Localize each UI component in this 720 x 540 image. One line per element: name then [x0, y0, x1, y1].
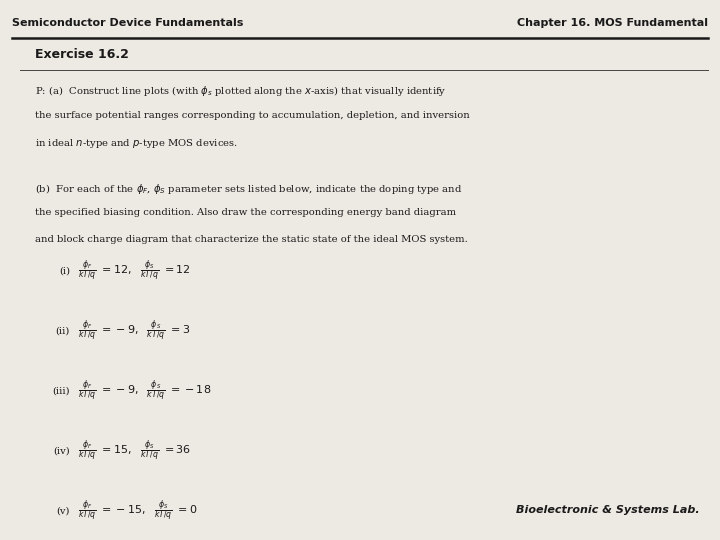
Text: the surface potential ranges corresponding to accumulation, depletion, and inver: the surface potential ranges correspondi… — [35, 111, 469, 119]
Text: $\frac{\phi_F}{kT/q}$ $= 12,$  $\frac{\phi_S}{kT/q}$ $= 12$: $\frac{\phi_F}{kT/q}$ $= 12,$ $\frac{\ph… — [78, 258, 191, 284]
Text: (iii): (iii) — [53, 387, 70, 395]
Text: $\frac{\phi_F}{kT/q}$ $= 15,$  $\frac{\phi_S}{kT/q}$ $= 36$: $\frac{\phi_F}{kT/q}$ $= 15,$ $\frac{\ph… — [78, 438, 191, 464]
Text: (b)  For each of the $\phi_F$, $\phi_S$ parameter sets listed below, indicate th: (b) For each of the $\phi_F$, $\phi_S$ p… — [35, 181, 462, 195]
Text: (ii): (ii) — [55, 327, 70, 335]
Text: $\frac{\phi_F}{kT/q}$ $= -9,$  $\frac{\phi_S}{kT/q}$ $= 3$: $\frac{\phi_F}{kT/q}$ $= -9,$ $\frac{\ph… — [78, 318, 191, 344]
Text: Chapter 16. MOS Fundamental: Chapter 16. MOS Fundamental — [517, 18, 708, 28]
Text: (iv): (iv) — [53, 447, 70, 456]
Text: and block charge diagram that characterize the static state of the ideal MOS sys: and block charge diagram that characteri… — [35, 234, 468, 244]
Text: Semiconductor Device Fundamentals: Semiconductor Device Fundamentals — [12, 18, 243, 28]
Text: P: (a)  Construct line plots (with $\phi_s$ plotted along the $x$-axis) that vis: P: (a) Construct line plots (with $\phi_… — [35, 84, 446, 98]
Text: (i): (i) — [59, 267, 70, 275]
Text: in ideal $n$-type and $p$-type MOS devices.: in ideal $n$-type and $p$-type MOS devic… — [35, 137, 238, 150]
Text: (v): (v) — [56, 507, 70, 516]
Text: $\frac{\phi_F}{kT/q}$ $= -15,$  $\frac{\phi_S}{kT/q}$ $= 0$: $\frac{\phi_F}{kT/q}$ $= -15,$ $\frac{\p… — [78, 498, 198, 524]
Text: Bioelectronic & Systems Lab.: Bioelectronic & Systems Lab. — [516, 505, 700, 515]
Text: Exercise 16.2: Exercise 16.2 — [35, 48, 129, 61]
Text: the specified biasing condition. Also draw the corresponding energy band diagram: the specified biasing condition. Also dr… — [35, 208, 456, 217]
Text: $\frac{\phi_F}{kT/q}$ $= -9,$  $\frac{\phi_S}{kT/q}$ $= -18$: $\frac{\phi_F}{kT/q}$ $= -9,$ $\frac{\ph… — [78, 378, 212, 404]
